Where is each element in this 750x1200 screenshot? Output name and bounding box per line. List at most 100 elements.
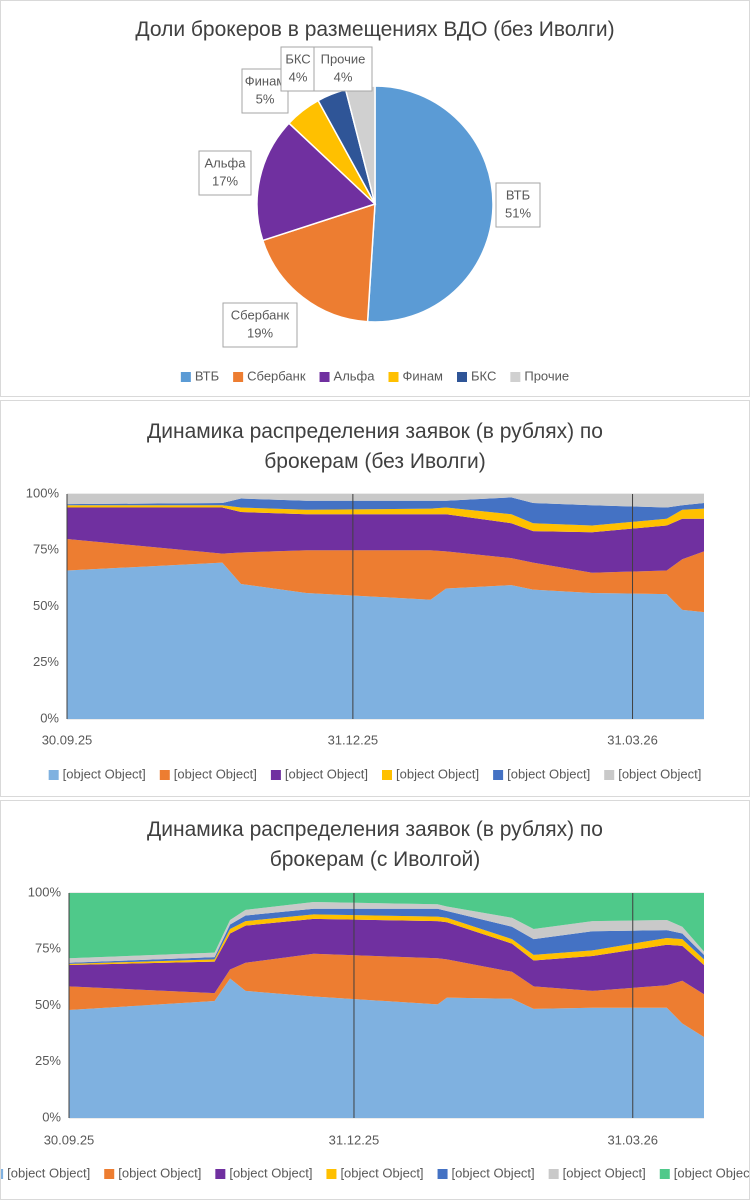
area [67,497,704,526]
legend-swatch [510,372,521,382]
chart: 0% 25% 50% 75% 100% 30.09.25 31.12.25 31.03.26 [… [1,884,749,1180]
chart-title: Динамика распределения заявок (в рублях)… [147,818,603,871]
area [69,893,704,959]
legend-swatch [159,770,170,780]
legend-swatch [319,372,330,382]
area [67,494,704,508]
x-tick-label: 30.09.25 [42,732,93,747]
legend-swatch [270,770,281,780]
y-tick-label: 75% [33,542,59,557]
legend-label: [object Object] [563,1165,646,1180]
chart-title: Доли брокеров в размещениях ВДО (без Иво… [135,18,615,41]
area [67,505,704,533]
chart: ВТБ 51% Сбербанк 19% Альфа 17% Финам 5% БКС 4% Про… [180,46,569,383]
legend-label: [object Object] [396,766,479,781]
legend-label: Прочие [524,368,569,383]
y-tick-label: 25% [33,654,59,669]
area [69,902,704,963]
legend-swatch [604,770,615,780]
panel-area-2: 0% 25% 50% 75% 100% 30.09.25 31.12.25 31.03.26 [… [0,800,750,1200]
area [67,562,704,719]
data-label-name: Прочие [321,51,366,66]
legend: [object Object] [object Object] [object Ob… [48,766,701,781]
y-tick-label: 100% [28,884,62,899]
x-tick-label: 31.12.25 [328,732,379,747]
label-box [241,68,289,114]
data-label: 5% [256,91,275,106]
x-tick-label: 31.03.26 [607,1132,658,1147]
label-box [495,182,541,228]
legend-label: [object Object] [7,1165,90,1180]
legend-swatch [326,1169,337,1179]
legend-label: [object Object] [63,766,146,781]
legend-swatch [180,372,191,382]
legend-label: Финам [403,368,444,383]
pie-slice [366,85,494,323]
data-label-name: ВТБ [506,187,530,202]
legend-swatch [1,1169,4,1179]
legend-label: ВТБ [195,368,219,383]
legend-label: БКС [471,368,496,383]
legend-label: [object Object] [452,1165,535,1180]
legend-swatch [493,770,504,780]
legend-label: [object Object] [618,766,701,781]
legend: [object Object] [object Object] [object Ob… [1,1165,749,1180]
data-label-name: Сбербанк [231,307,290,322]
y-tick-label: 0% [42,1109,61,1124]
panel-area-1: 0% 25% 50% 75% 100% 30.09.25 31.12.25 31.03.26 [… [0,400,750,797]
legend-label: [object Object] [118,1165,201,1180]
label-box [198,150,252,196]
legend-label: [object Object] [285,766,368,781]
legend-swatch [457,372,467,382]
x-tick-label: 30.09.25 [44,1132,95,1147]
legend: ВТБ Сбербанк Альфа Финам БКС Прочие [180,368,569,383]
legend-swatch [233,372,244,382]
legend-swatch [659,1169,670,1179]
x-tick-label: 31.03.26 [607,732,658,747]
y-tick-label: 25% [35,1053,61,1068]
pie-slice [256,122,377,242]
y-tick-label: 75% [35,941,61,956]
legend-label: [object Object] [507,766,590,781]
legend-label: [object Object] [174,766,257,781]
area [69,918,704,995]
legend-label: [object Object] [229,1165,312,1180]
legend-label: [object Object] [674,1165,749,1180]
data-label-name: Альфа [205,155,247,170]
legend-swatch [382,770,392,780]
legend-swatch [215,1169,226,1179]
data-label: 19% [247,325,273,340]
y-tick-label: 50% [35,997,61,1012]
data-label: 4% [334,69,353,84]
x-tick-label: 31.12.25 [329,1132,380,1147]
legend-label: Сбербанк [247,368,306,383]
legend-swatch [388,372,399,382]
y-tick-label: 0% [40,710,59,725]
label-box [313,46,373,92]
area [67,539,704,613]
chart-title: Динамика распределения заявок (в рублях)… [147,420,603,473]
panel-pie: ВТБ 51% Сбербанк 19% Альфа 17% Финам 5% БКС 4% Про… [0,0,750,397]
legend-swatch [48,770,59,780]
area [69,953,704,1037]
area [69,978,704,1118]
legend-label: Альфа [334,368,376,383]
data-label: 51% [505,205,531,220]
y-tick-label: 100% [26,485,60,500]
legend-swatch [104,1169,115,1179]
label-box [280,46,316,92]
area [67,507,704,573]
label-box [222,302,298,348]
data-label: 17% [212,173,238,188]
data-label: 4% [289,69,308,84]
data-label-name: Финам [245,73,286,88]
area [69,908,704,964]
pie-slice [261,202,376,323]
legend-label: [object Object] [340,1165,423,1180]
legend-swatch [437,1169,448,1179]
chart: 0% 25% 50% 75% 100% 30.09.25 31.12.25 31.03.26 [… [26,485,704,781]
data-label-name: БКС [285,51,310,66]
legend-swatch [548,1169,559,1179]
y-tick-label: 50% [33,598,59,613]
